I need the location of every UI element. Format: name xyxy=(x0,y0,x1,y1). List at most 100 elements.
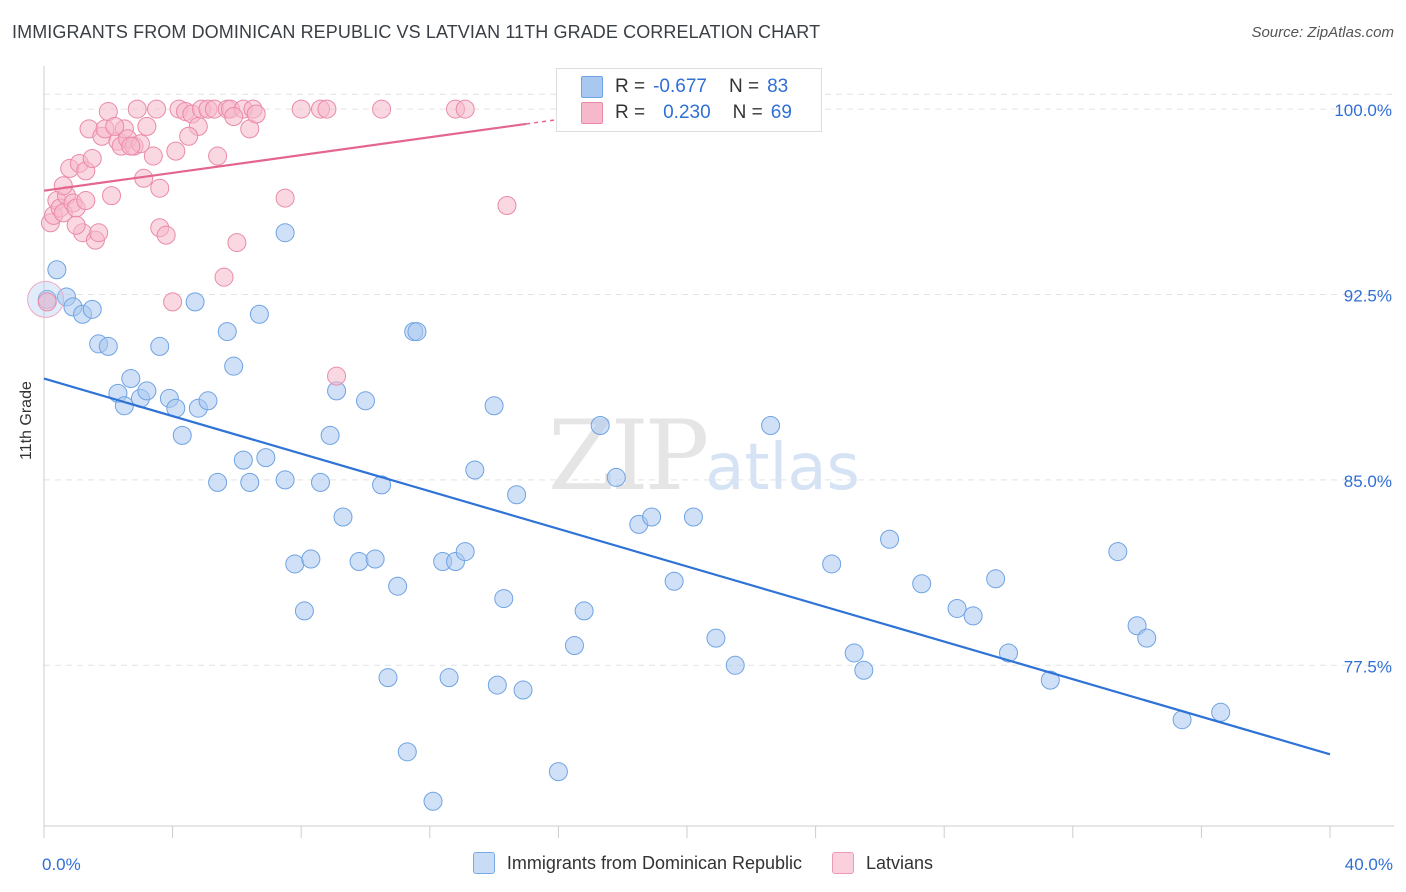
y-tick-label: 100.0% xyxy=(1334,101,1392,120)
data-point xyxy=(1040,670,1060,690)
data-point xyxy=(291,99,311,119)
legend-item-latvians[interactable]: Latvians xyxy=(832,852,933,874)
series-dominican-points xyxy=(27,223,1231,811)
data-point xyxy=(725,655,745,675)
data-point xyxy=(82,299,102,319)
data-point xyxy=(76,191,96,211)
legend-swatch-blue xyxy=(472,852,495,874)
data-point xyxy=(137,116,157,136)
data-point xyxy=(310,472,330,492)
y-tick-label: 85.0% xyxy=(1344,472,1392,491)
legend-r-label: R = xyxy=(615,76,646,97)
trend-line-latvian xyxy=(43,122,527,192)
data-point xyxy=(683,507,703,527)
watermark-zip: ZIP xyxy=(548,400,709,512)
series-latvian-points xyxy=(37,99,517,386)
data-point xyxy=(163,292,183,312)
data-point xyxy=(854,660,874,680)
data-point xyxy=(844,643,864,663)
data-point xyxy=(179,126,199,146)
data-point xyxy=(822,554,842,574)
data-point xyxy=(294,601,314,621)
data-point xyxy=(147,99,167,119)
data-point xyxy=(963,606,983,626)
legend-r-value: -0.677 xyxy=(653,76,707,97)
watermark-atlas: atlas xyxy=(705,431,860,505)
data-point xyxy=(37,292,57,312)
legend-row-latvian: R = 0.230 N = 69 xyxy=(581,100,792,126)
legend-swatch-pink xyxy=(581,102,603,124)
data-point xyxy=(224,106,244,126)
data-point xyxy=(356,391,375,411)
data-point xyxy=(574,601,594,621)
data-point xyxy=(761,416,781,436)
data-point xyxy=(548,762,568,782)
data-point xyxy=(439,668,459,688)
data-point xyxy=(172,425,192,445)
data-point xyxy=(246,104,266,124)
x-tick-label: 0.0% xyxy=(42,855,81,874)
data-point xyxy=(484,396,504,416)
legend-label-latvians: Latvians xyxy=(866,852,934,873)
data-point xyxy=(664,571,684,591)
data-point xyxy=(275,470,295,490)
data-point xyxy=(285,554,305,574)
data-point xyxy=(275,223,295,243)
legend-n-label: N = xyxy=(732,102,763,123)
legend-r-label: R = xyxy=(615,102,646,123)
data-point xyxy=(378,668,398,688)
legend-swatch-blue xyxy=(581,76,603,98)
trend-line-latvian-extension xyxy=(526,118,559,125)
data-point xyxy=(999,643,1018,663)
data-point xyxy=(208,146,228,166)
tick-labels: 100.0% 92.5% 85.0% 77.5% 0.0% 40.0% xyxy=(42,101,1393,874)
legend-item-dominican[interactable]: Immigrants from Dominican Republic xyxy=(472,852,802,874)
data-point xyxy=(47,260,67,280)
legend-n-value: 69 xyxy=(770,102,792,123)
data-point xyxy=(365,549,385,569)
y-axis-label: 11th Grade xyxy=(18,381,35,460)
y-tick-label: 92.5% xyxy=(1344,286,1392,305)
data-point xyxy=(317,99,337,119)
data-point xyxy=(105,116,125,136)
y-tick-label: 77.5% xyxy=(1344,657,1392,676)
series-legend: Immigrants from Dominican Republic Latvi… xyxy=(0,852,1406,874)
data-point xyxy=(407,322,427,342)
data-point xyxy=(513,680,533,700)
data-point xyxy=(66,215,86,235)
data-point xyxy=(1137,628,1157,648)
data-point xyxy=(320,425,340,445)
data-point xyxy=(102,186,122,206)
gridlines xyxy=(44,93,1394,666)
data-point xyxy=(249,304,269,324)
chart-title: IMMIGRANTS FROM DOMINICAN REPUBLIC VS LA… xyxy=(12,22,821,42)
data-point xyxy=(986,569,1006,589)
data-point xyxy=(564,636,584,656)
data-point xyxy=(494,589,514,609)
data-point xyxy=(224,356,244,376)
data-point xyxy=(372,99,392,119)
data-point xyxy=(198,391,218,411)
correlation-legend: R = -0.677 N = 83 R = 0.230 N = 69 xyxy=(556,68,822,132)
data-point xyxy=(275,188,295,208)
data-point xyxy=(89,223,109,243)
data-point xyxy=(150,336,170,356)
watermark: ZIPatlas xyxy=(548,400,860,512)
legend-swatch-pink xyxy=(832,852,855,874)
data-point xyxy=(150,178,170,198)
data-point xyxy=(947,598,967,618)
data-point xyxy=(912,574,932,594)
data-point xyxy=(240,472,260,492)
data-point xyxy=(227,233,247,253)
data-point xyxy=(349,551,369,571)
data-point xyxy=(455,99,475,119)
data-point xyxy=(1211,702,1231,722)
trend-lines xyxy=(43,118,1331,756)
data-point xyxy=(423,791,443,811)
data-point xyxy=(143,146,163,166)
data-point xyxy=(53,176,73,196)
trend-line-dominican xyxy=(43,377,1331,756)
data-point xyxy=(127,99,147,119)
data-point xyxy=(233,450,253,470)
